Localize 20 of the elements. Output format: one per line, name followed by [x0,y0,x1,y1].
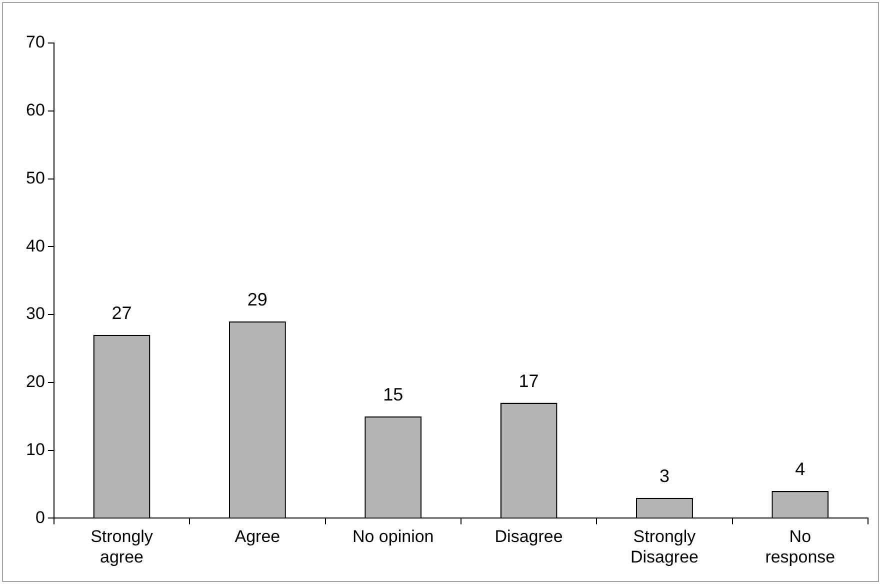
y-tick-label: 70 [26,32,45,52]
x-tick-label: No response [765,527,836,566]
y-tick-label: 20 [26,372,45,392]
y-tick-label: 0 [35,508,45,527]
data-label: 27 [112,302,132,323]
data-label: 4 [795,459,806,480]
y-tick-label: 50 [26,168,45,188]
y-tick-label: 30 [26,304,45,324]
x-tick-label: Strongly Disagree [630,527,698,566]
y-tick-label: 40 [26,236,45,256]
x-tick-label: Strongly agree [90,527,154,566]
data-label: 15 [383,384,404,404]
data-label: 3 [659,466,670,486]
data-label: 29 [247,289,268,310]
x-tick-label: No opinion [352,527,434,546]
x-tick-label: Disagree [494,527,563,546]
y-tick-label: 10 [26,440,45,459]
data-label: 17 [518,370,539,391]
x-tick-label: Agree [234,527,280,546]
y-tick-label: 60 [26,100,45,120]
